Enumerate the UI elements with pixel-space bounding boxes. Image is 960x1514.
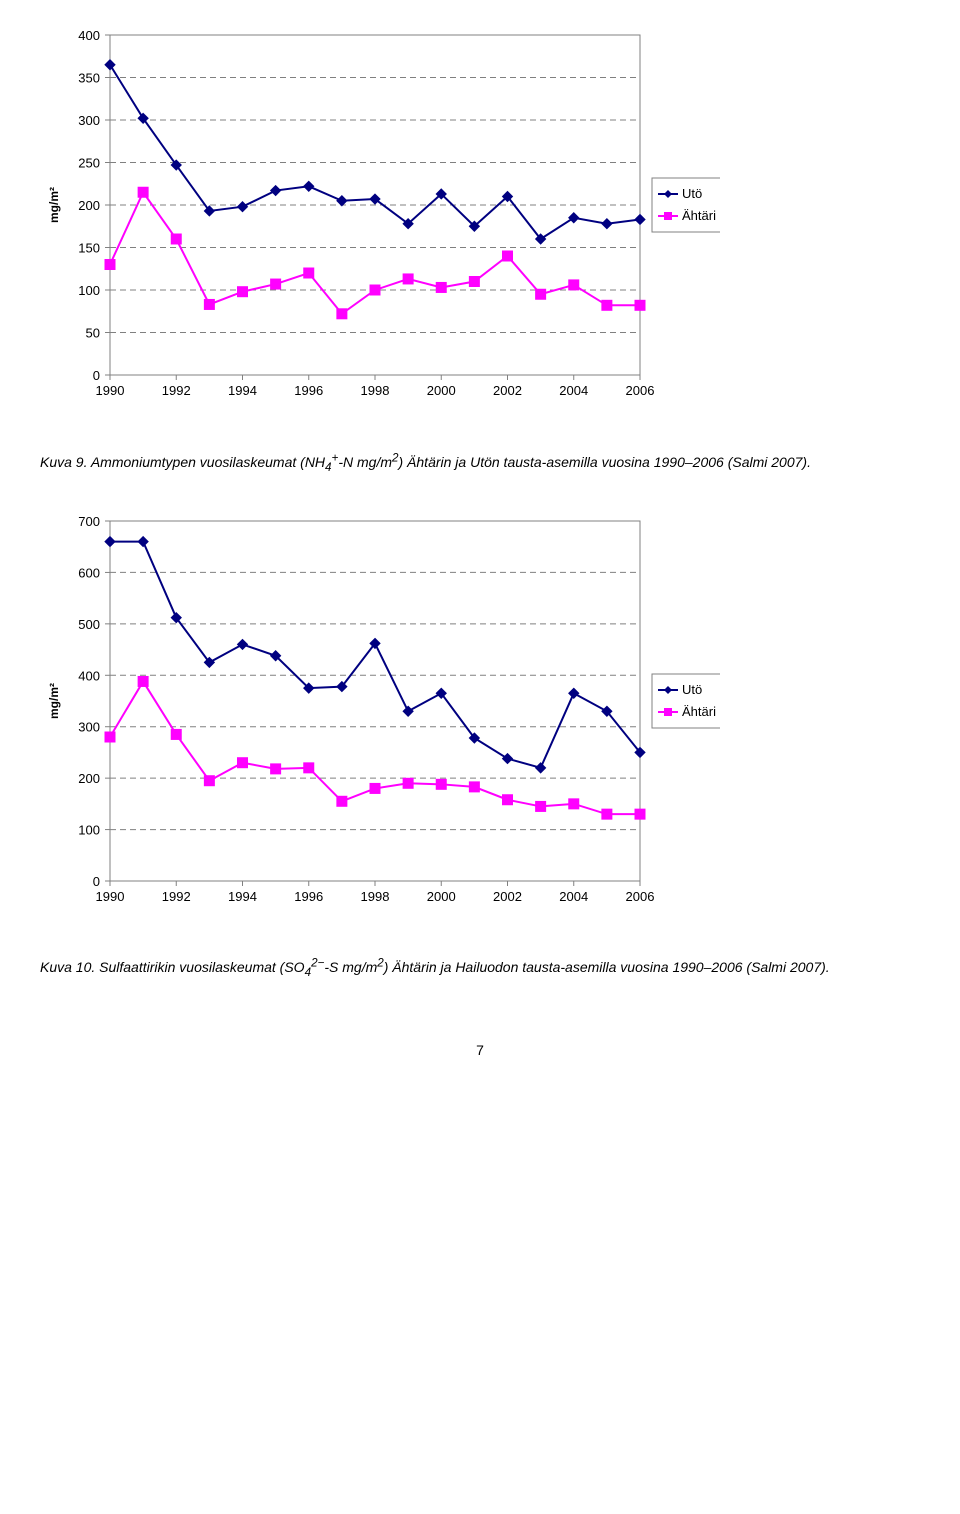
svg-text:1994: 1994 bbox=[228, 383, 257, 398]
svg-text:Ähtäri: Ähtäri bbox=[682, 208, 716, 223]
caption-2-text: Kuva 10. Sulfaattirikin vuosilaskeumat (… bbox=[40, 959, 830, 975]
svg-text:Ähtäri: Ähtäri bbox=[682, 704, 716, 719]
svg-text:1992: 1992 bbox=[162, 383, 191, 398]
svg-text:2004: 2004 bbox=[559, 383, 588, 398]
caption-1: Kuva 9. Ammoniumtypen vuosilaskeumat (NH… bbox=[40, 450, 920, 476]
svg-text:250: 250 bbox=[78, 156, 100, 171]
svg-text:200: 200 bbox=[78, 771, 100, 786]
svg-text:1996: 1996 bbox=[294, 383, 323, 398]
page-number: 7 bbox=[0, 1042, 960, 1058]
chart-2: 0 100 200 300 400 500 600 700 1990 1992 1994 1996 19… bbox=[40, 506, 720, 936]
svg-text:500: 500 bbox=[78, 617, 100, 632]
svg-text:700: 700 bbox=[78, 514, 100, 529]
caption-2: Kuva 10. Sulfaattirikin vuosilaskeumat (… bbox=[40, 956, 920, 982]
svg-text:1990: 1990 bbox=[96, 383, 125, 398]
svg-text:Utö: Utö bbox=[682, 186, 702, 201]
svg-text:2006: 2006 bbox=[626, 383, 655, 398]
chart-1: 0 50 100 150 200 250 300 350 400 1990 1992 1994 1996… bbox=[40, 20, 720, 430]
svg-text:2002: 2002 bbox=[493, 889, 522, 904]
svg-text:0: 0 bbox=[93, 368, 100, 383]
svg-text:1992: 1992 bbox=[162, 889, 191, 904]
svg-text:200: 200 bbox=[78, 198, 100, 213]
svg-text:300: 300 bbox=[78, 113, 100, 128]
svg-text:300: 300 bbox=[78, 719, 100, 734]
svg-text:2006: 2006 bbox=[626, 889, 655, 904]
svg-text:1998: 1998 bbox=[361, 889, 390, 904]
caption-1-text: Kuva 9. Ammoniumtypen vuosilaskeumat (NH… bbox=[40, 454, 811, 470]
svg-text:1996: 1996 bbox=[294, 889, 323, 904]
svg-text:400: 400 bbox=[78, 668, 100, 683]
svg-text:mg/m²: mg/m² bbox=[47, 187, 61, 223]
svg-text:0: 0 bbox=[93, 874, 100, 889]
svg-text:2000: 2000 bbox=[427, 383, 456, 398]
svg-text:50: 50 bbox=[86, 326, 100, 341]
svg-text:2002: 2002 bbox=[493, 383, 522, 398]
chart-1-container: 0 50 100 150 200 250 300 350 400 1990 1992 1994 1996… bbox=[40, 20, 920, 430]
svg-text:2004: 2004 bbox=[559, 889, 588, 904]
svg-text:100: 100 bbox=[78, 822, 100, 837]
svg-text:Utö: Utö bbox=[682, 682, 702, 697]
svg-text:1994: 1994 bbox=[228, 889, 257, 904]
svg-text:150: 150 bbox=[78, 241, 100, 256]
svg-text:mg/m²: mg/m² bbox=[47, 683, 61, 719]
svg-text:100: 100 bbox=[78, 283, 100, 298]
svg-text:400: 400 bbox=[78, 28, 100, 43]
svg-text:350: 350 bbox=[78, 71, 100, 86]
svg-text:600: 600 bbox=[78, 565, 100, 580]
chart-2-container: 0 100 200 300 400 500 600 700 1990 1992 1994 1996 19… bbox=[40, 506, 920, 936]
svg-text:1990: 1990 bbox=[96, 889, 125, 904]
svg-text:2000: 2000 bbox=[427, 889, 456, 904]
svg-text:1998: 1998 bbox=[361, 383, 390, 398]
